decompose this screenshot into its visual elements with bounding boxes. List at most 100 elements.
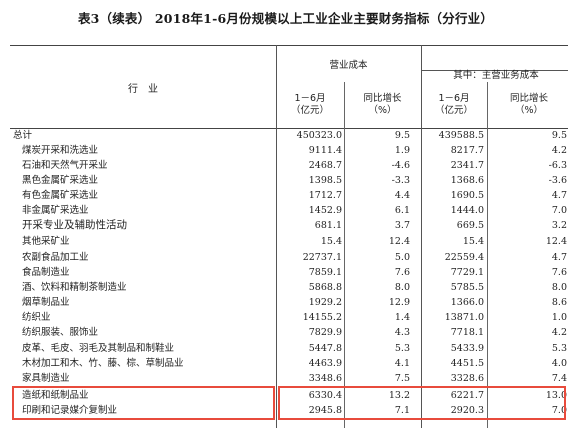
cell-main-yoy: 3.2 (551, 220, 567, 231)
cell-main-yoy: 1.0 (551, 312, 567, 323)
cell-main-cost: 6221.7 (450, 390, 484, 401)
cell-main-yoy: 4.7 (551, 252, 567, 263)
cell-cost-yoy: 7.1 (394, 405, 410, 416)
cell-cost: 15.4 (320, 236, 342, 247)
cell-main-yoy: 4.2 (551, 145, 567, 156)
row-name: 黑色金属矿采选业 (22, 175, 99, 186)
cell-main-yoy: 7.6 (551, 267, 567, 278)
cell-cost: 2468.7 (308, 160, 342, 171)
header-main-yoy: 同比增长 (509, 93, 548, 104)
cell-main-cost: 3328.6 (450, 373, 484, 384)
cell-cost: 1452.9 (308, 205, 342, 216)
row-name: 纺织服装、服饰业 (22, 327, 99, 338)
cell-cost: 1929.2 (308, 297, 342, 308)
cell-main-yoy: 8.6 (551, 297, 567, 308)
cell-cost-yoy: 6.1 (394, 205, 410, 216)
header-cost-group: 营业成本 (329, 60, 368, 71)
header-main-cost-group: 其中：主营业务成本 (453, 70, 539, 81)
cell-main-cost: 15.4 (462, 236, 484, 247)
cell-cost-yoy: 5.3 (394, 343, 410, 354)
cell-main-yoy: 13.0 (545, 390, 567, 401)
cell-main-cost: 7718.1 (450, 327, 484, 338)
cell-main-cost: 22559.4 (444, 252, 484, 263)
cell-cost-yoy: 7.5 (394, 373, 410, 384)
cell-main-yoy: 5.3 (551, 343, 567, 354)
cell-main-yoy: 7.0 (551, 205, 567, 216)
cell-cost: 14155.2 (302, 312, 342, 323)
cell-main-yoy: 4.2 (551, 327, 567, 338)
cell-cost-yoy: 3.7 (394, 220, 410, 231)
cell-cost-yoy: 12.9 (388, 297, 410, 308)
row-name: 家具制造业 (22, 373, 70, 384)
cell-cost: 22737.1 (302, 252, 342, 263)
header-cost-pct: （%） (368, 105, 397, 116)
col-divider-3 (487, 82, 488, 428)
cell-main-cost: 1690.5 (450, 190, 484, 201)
header-cost-yoy: 同比增长 (363, 93, 402, 104)
cell-cost-yoy: 7.6 (394, 267, 410, 278)
highlight-box-left (12, 386, 275, 420)
cell-main-cost: 669.5 (456, 220, 484, 231)
header-industry: 行 业 (128, 84, 158, 95)
cell-cost: 1398.5 (308, 175, 342, 186)
row-name: 皮革、毛皮、羽毛及其制品和制鞋业 (22, 343, 175, 354)
top-rule (10, 45, 568, 46)
cell-main-cost: 13871.0 (444, 312, 484, 323)
row-name: 印刷和记录媒介复制业 (22, 405, 118, 416)
row-name: 造纸和纸制品业 (22, 390, 89, 401)
cell-cost-yoy: 8.0 (394, 282, 410, 293)
cell-cost-yoy: 1.9 (394, 145, 410, 156)
cell-cost: 2945.8 (308, 405, 342, 416)
cell-main-cost: 2341.7 (450, 160, 484, 171)
cell-main-cost: 5433.9 (450, 343, 484, 354)
cell-cost: 7829.9 (308, 327, 342, 338)
cell-cost-yoy: 4.4 (394, 190, 410, 201)
cell-cost: 1712.7 (308, 190, 342, 201)
row-name: 有色金属矿采选业 (22, 190, 99, 201)
cell-cost: 450323.0 (296, 130, 342, 141)
cell-cost-yoy: 12.4 (388, 236, 410, 247)
cell-main-yoy: -3.6 (548, 175, 567, 186)
cell-cost: 3348.6 (308, 373, 342, 384)
cell-cost: 7859.1 (308, 267, 342, 278)
cell-main-cost: 1444.0 (450, 205, 484, 216)
row-name: 农副食品加工业 (22, 252, 89, 263)
cell-main-cost: 439588.5 (438, 130, 484, 141)
col-divider-2 (421, 45, 422, 428)
cell-main-cost: 4451.5 (450, 358, 484, 369)
row-name: 其他采矿业 (22, 236, 70, 247)
row-name: 酒、饮料和精制茶制造业 (22, 282, 127, 293)
header-cost-period: 1－6月 (294, 93, 326, 104)
cell-main-cost: 5785.5 (450, 282, 484, 293)
header-cost-unit: （亿元） (290, 105, 329, 116)
cell-main-cost: 1366.0 (450, 297, 484, 308)
header-main-unit: （亿元） (434, 105, 473, 116)
cell-main-cost: 8217.7 (450, 145, 484, 156)
cell-cost: 5868.8 (308, 282, 342, 293)
row-name: 煤炭开采和洗选业 (22, 145, 99, 156)
cell-cost: 5447.8 (308, 343, 342, 354)
cell-cost-yoy: 13.2 (388, 390, 410, 401)
col-divider-1 (344, 82, 345, 428)
row-name: 木材加工和木、竹、藤、棕、草制品业 (22, 358, 184, 369)
cell-cost-yoy: 1.4 (394, 312, 410, 323)
cell-main-yoy: 4.0 (551, 358, 567, 369)
cell-cost-yoy: -3.3 (391, 175, 410, 186)
row-name: 开采专业及辅助性活动 (22, 219, 127, 231)
cell-cost: 6330.4 (308, 390, 342, 401)
row-name: 非金属矿采选业 (22, 205, 89, 216)
cell-cost: 9111.4 (308, 145, 342, 156)
highlight-box-right (278, 386, 566, 420)
cell-main-cost: 2920.3 (450, 405, 484, 416)
cell-cost: 681.1 (314, 220, 342, 231)
cell-cost: 4463.9 (308, 358, 342, 369)
cell-main-yoy: 7.4 (551, 373, 567, 384)
cell-cost-yoy: 9.5 (394, 130, 410, 141)
cell-cost-yoy: 4.3 (394, 327, 410, 338)
row-name: 纺织业 (22, 312, 51, 323)
cell-main-yoy: 12.4 (545, 236, 567, 247)
cell-main-yoy: 9.5 (551, 130, 567, 141)
cell-main-yoy: -6.3 (548, 160, 567, 171)
table-title: 表3（续表） 2018年1-6月份规模以上工业企业主要财务指标（分行业） (77, 11, 494, 26)
cell-main-cost: 7729.1 (450, 267, 484, 278)
